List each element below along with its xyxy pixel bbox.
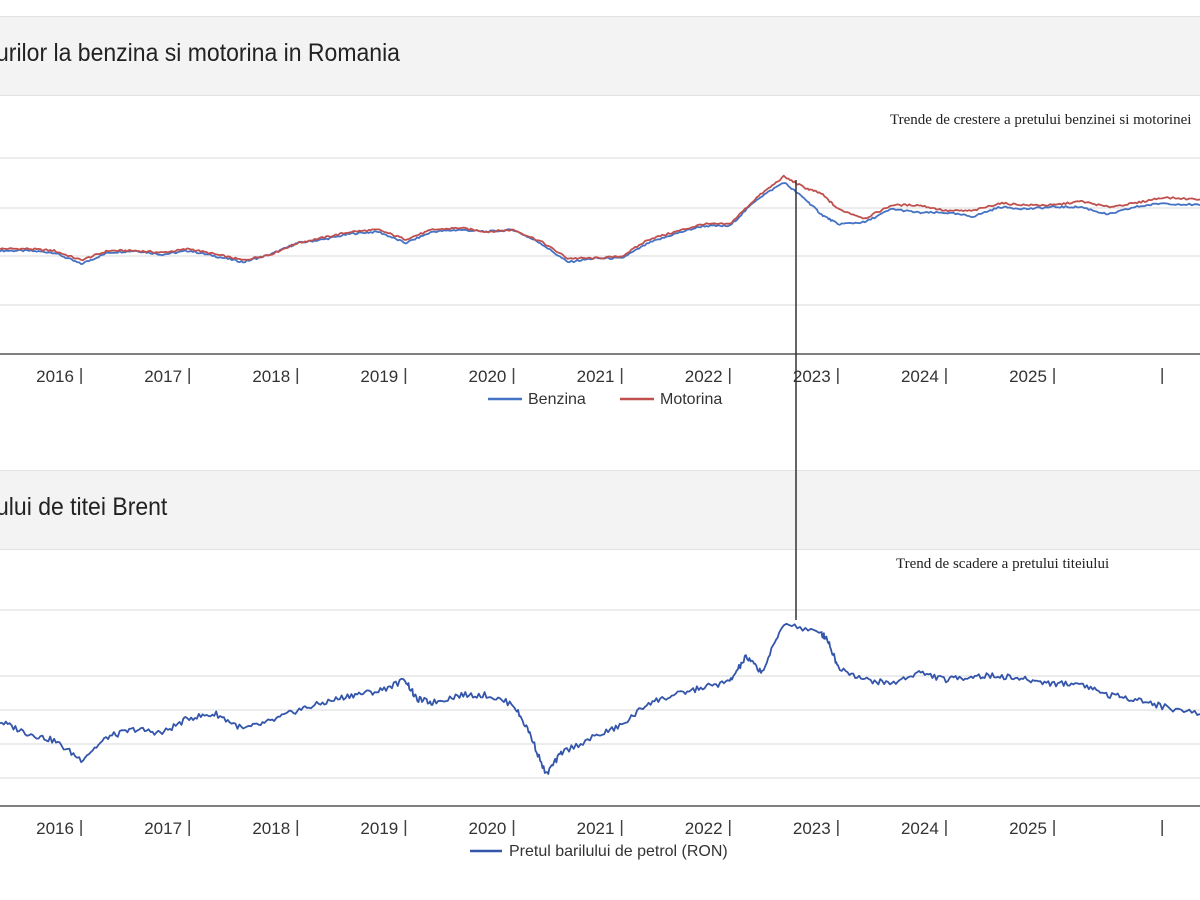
- bottom-tick-label-2017: 2017: [144, 819, 182, 838]
- top-tick-label-2023: 2023: [793, 367, 831, 386]
- bottom-panel-header: ului de titei Brent: [0, 470, 1200, 550]
- bottom-tick-label-2016: 2016: [36, 819, 74, 838]
- bottom-tick-label-2019: 2019: [360, 819, 398, 838]
- top-chart-series: [0, 174, 1200, 266]
- top-chart-annotation: Trende de crestere a pretului benzinei s…: [890, 112, 1192, 128]
- bottom-chart-grid: [0, 609, 1200, 779]
- bottom-tick-label-2018: 2018: [252, 819, 290, 838]
- legend-label-benzina: Benzina: [528, 391, 586, 408]
- bottom-series-pretul-barilului-de-petrol-ron-: [0, 622, 1200, 775]
- bottom-tick-label-2023: 2023: [793, 819, 831, 838]
- bottom-chart-annotation: Trend de scadere a pretului titeiului: [896, 556, 1110, 572]
- bottom-tick-label-2022: 2022: [685, 819, 723, 838]
- bottom-chart-legend: Pretul barilului de petrol (RON): [470, 843, 728, 860]
- top-tick-label-2024: 2024: [901, 367, 939, 386]
- bottom-chart-title: ului de titei Brent: [0, 493, 168, 521]
- top-tick-label-2021: 2021: [577, 367, 615, 386]
- bottom-chart-series: [0, 622, 1200, 775]
- legend-label-motorina: Motorina: [660, 391, 722, 408]
- top-tick-label-2022: 2022: [685, 367, 723, 386]
- top-tick-label-2025: 2025: [1009, 367, 1047, 386]
- bottom-tick-label-2025: 2025: [1009, 819, 1047, 838]
- top-panel-header: urilor la benzina si motorina in Romania: [0, 16, 1200, 96]
- top-tick-label-2016: 2016: [36, 367, 74, 386]
- bottom-tick-label-2021: 2021: [577, 819, 615, 838]
- top-chart-legend: Benzina Motorina: [488, 391, 722, 408]
- bottom-tick-label-2024: 2024: [901, 819, 939, 838]
- bottom-x-ticks: 2016 2017 2018 2019 2020 2021 2022 2023 2024 2025: [36, 819, 1163, 838]
- top-tick-label-2017: 2017: [144, 367, 182, 386]
- top-chart-title: urilor la benzina si motorina in Romania: [0, 39, 400, 67]
- top-tick-label-2018: 2018: [252, 367, 290, 386]
- top-series-motorina: [0, 174, 1200, 262]
- top-tick-label-2019: 2019: [360, 367, 398, 386]
- legend-label-brent: Pretul barilului de petrol (RON): [509, 843, 728, 860]
- top-chart-grid: [0, 157, 1200, 306]
- top-series-benzina: [0, 182, 1200, 266]
- bottom-tick-label-2020: 2020: [469, 819, 507, 838]
- top-tick-label-2020: 2020: [469, 367, 507, 386]
- top-x-ticks: 2016 2017 2018 2019 2020 2021 2022 2023 2024 2025: [36, 367, 1163, 386]
